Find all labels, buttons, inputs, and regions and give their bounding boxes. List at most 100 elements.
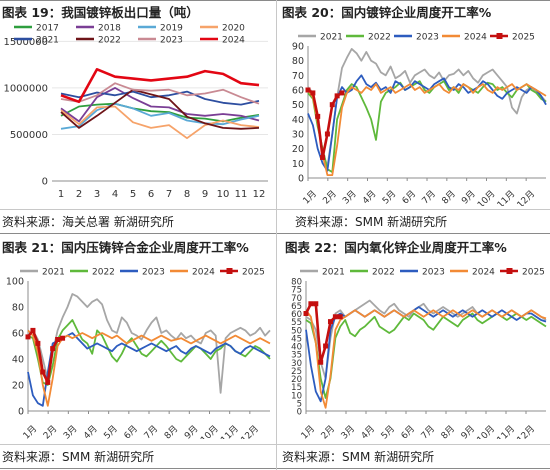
series-line-2024 <box>27 329 271 407</box>
series-line-2022 <box>27 319 271 386</box>
series-point-2025 <box>339 90 345 96</box>
x-tick-label: 7月 <box>420 188 438 206</box>
row-divider-lower <box>0 444 550 445</box>
y-tick-label: 60 <box>292 86 304 97</box>
legend-label: 2020 <box>222 24 245 34</box>
x-tick-label: 5月 <box>380 188 398 206</box>
series-point-2025 <box>323 343 329 349</box>
x-tick-label: 1 <box>58 189 64 200</box>
legend-label: 2021 <box>36 36 59 46</box>
series-point-2025 <box>303 311 309 316</box>
y-tick-label: 20 <box>291 375 302 385</box>
x-tick-label: 2 <box>76 189 82 200</box>
series-group <box>60 67 260 140</box>
series-point-2025 <box>313 301 319 307</box>
x-tick-label: 1月 <box>21 423 39 439</box>
series-group <box>303 299 547 409</box>
series-point-2025 <box>320 154 326 160</box>
legend-label: 2019 <box>160 24 183 34</box>
legend-label: 2022 <box>98 36 121 46</box>
series-line-2023 <box>305 306 547 403</box>
series-point-2025 <box>318 359 324 365</box>
y-tick-label: 50 <box>291 326 302 336</box>
y-tick-label: 1000000 <box>3 83 48 94</box>
y-tick-label: 500000 <box>10 130 48 141</box>
row-divider-mid <box>0 233 550 234</box>
x-tick-label: 11月 <box>219 423 241 439</box>
y-tick-label: 40 <box>291 343 302 353</box>
y-tick-label: 35 <box>291 351 302 361</box>
y-tick-label: 50 <box>292 100 304 111</box>
x-tick-label: 3 <box>94 189 100 200</box>
x-tick-label: 9 <box>202 189 208 200</box>
y-tick-label: 55 <box>291 318 302 328</box>
y-ticks: 0 20 40 60 80 100 <box>6 277 24 418</box>
x-tick-label: 11 <box>235 189 248 200</box>
x-tick-label: 8月 <box>439 423 457 439</box>
y-tick-label: 0 <box>42 177 48 188</box>
chart-20-source: 资料来源：SMM 新湖研究所 <box>295 215 448 229</box>
x-tick-label: 4 <box>112 189 118 200</box>
series-point-2025 <box>25 334 31 340</box>
series-line-2022 <box>305 312 547 399</box>
legend-label: 2023 <box>160 36 183 46</box>
series-line-2024 <box>60 67 260 104</box>
y-tick-label: 100 <box>6 277 24 288</box>
series-line-2022 <box>60 88 260 130</box>
y-ticks: 0 500000 1000000 1500000 <box>3 37 268 188</box>
x-tick-label: 5月 <box>102 423 120 439</box>
legend-marker <box>506 268 513 274</box>
x-tick-label: 5 <box>130 189 136 200</box>
legend-label: 2021 <box>322 268 345 278</box>
top-rule <box>0 0 550 1</box>
x-tick-label: 6月 <box>399 423 417 439</box>
y-tick-label: 30 <box>292 130 304 141</box>
series-point-2025 <box>334 93 340 99</box>
y-tick-label: 65 <box>291 302 302 312</box>
series-point-2025 <box>310 90 316 96</box>
y-tick-label: 10 <box>292 159 304 170</box>
x-tick-label: 4月 <box>359 423 377 439</box>
chart-19-source: 资料来源：海关总署 新湖研究所 <box>2 215 174 229</box>
legend-label: 2025 <box>242 268 265 278</box>
bottom-rule <box>0 468 550 469</box>
x-tick-label: 10月 <box>475 188 497 206</box>
y-tick-label: 40 <box>292 115 304 126</box>
y-tick-label: 60 <box>291 310 302 320</box>
y-tick-label: 0 <box>297 408 302 418</box>
legend-label: 2022 <box>368 33 391 43</box>
x-tick-label: 12 <box>253 189 266 200</box>
x-tick-label: 2月 <box>41 423 59 439</box>
legend-label: 2023 <box>142 268 165 278</box>
series-line-2024 <box>307 83 547 177</box>
legend: 2017 2018 2019 2020 2021 2022 2023 2024 <box>14 24 245 46</box>
series-line-2018 <box>60 87 260 123</box>
legend-label: 2024 <box>222 36 245 46</box>
y-tick-label: 15 <box>291 383 302 393</box>
x-tick-label: 12月 <box>515 423 537 439</box>
y-ticks: 0 10 20 30 40 50 60 70 80 90 <box>292 42 304 185</box>
series-point-2025 <box>55 337 61 342</box>
chart-21-source: 资料来源：SMM 新湖研究所 <box>2 450 155 464</box>
series-point-2025 <box>30 327 36 333</box>
x-tick-label: 2月 <box>319 423 337 439</box>
x-tick-label: 9月 <box>182 423 200 439</box>
y-tick-label: 20 <box>292 144 304 155</box>
y-tick-label: 70 <box>292 71 304 82</box>
x-tick-label: 3月 <box>61 423 79 439</box>
series-point-2025 <box>45 379 51 385</box>
y-tick-label: 45 <box>291 334 302 344</box>
y-tick-label: 30 <box>291 359 302 369</box>
series-point-2025 <box>324 131 330 137</box>
x-tick-label: 5月 <box>379 423 397 439</box>
series-point-2025 <box>315 113 321 119</box>
x-tick-label: 4月 <box>81 423 99 439</box>
y-tick-label: 1500000 <box>3 37 48 48</box>
x-tick-label: 3月 <box>339 423 357 439</box>
y-tick-label: 40 <box>12 355 24 366</box>
